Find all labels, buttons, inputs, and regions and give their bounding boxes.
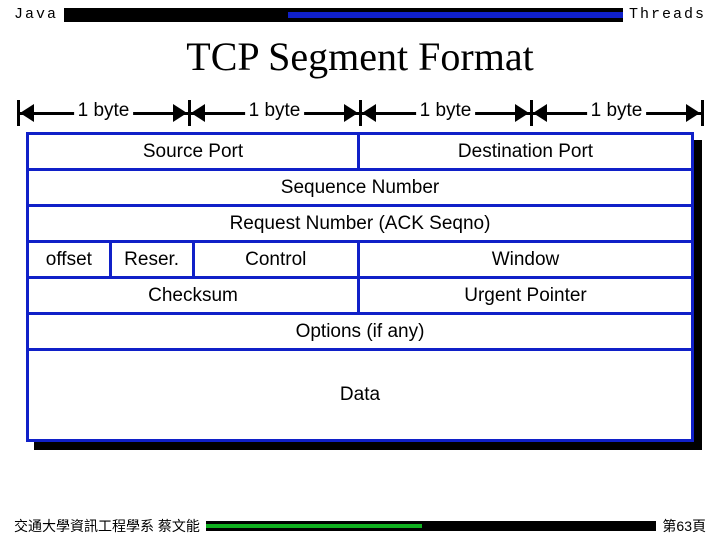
header-bar [64,8,623,22]
byte-label: 1 byte [587,100,647,122]
header-left-label: Java [14,6,58,23]
tcp-diagram: Source PortDestination PortSequence Numb… [26,132,694,442]
diagram-cell: Window [360,243,691,276]
ruler-arrow-left [533,104,547,122]
diagram-inner: Source PortDestination PortSequence Numb… [26,132,694,442]
diagram-cell: Request Number (ACK Seqno) [29,207,691,240]
diagram-row: Data [29,351,691,439]
byte-label: 1 byte [245,100,305,122]
diagram-cell: Reser. [112,243,195,276]
ruler-arrow-left [362,104,376,122]
header-row: Java Threads [0,0,720,23]
ruler-arrow-right [173,104,187,122]
diagram-row: Options (if any) [29,315,691,351]
diagram-cell: offset [29,243,112,276]
diagram-cell: Checksum [29,279,360,312]
diagram-cell: Data [29,351,691,439]
ruler-arrow-right [515,104,529,122]
diagram-cell: Options (if any) [29,315,691,348]
diagram-cell: Destination Port [360,135,691,168]
footer-bar [206,521,657,531]
byte-ruler: 1 byte 1 byte 1 byte 1 byte [18,98,702,130]
header-bar-accent [288,12,623,18]
diagram-cell: Sequence Number [29,171,691,204]
diagram-row: Sequence Number [29,171,691,207]
page-title: TCP Segment Format [0,33,720,80]
footer-left-label: 交通大學資訊工程學系 蔡文能 [14,516,200,536]
diagram-cell: Urgent Pointer [360,279,691,312]
diagram-row: Request Number (ACK Seqno) [29,207,691,243]
ruler-arrow-left [20,104,34,122]
diagram-row: ChecksumUrgent Pointer [29,279,691,315]
byte-label: 1 byte [74,100,134,122]
ruler-arrow-left [191,104,205,122]
footer-row: 交通大學資訊工程學系 蔡文能 第63頁 [0,514,720,540]
ruler-tick [701,100,704,126]
footer-bar-accent [206,524,422,528]
header-right-label: Threads [629,6,706,23]
ruler-arrow-right [686,104,700,122]
diagram-cell: Control [195,243,361,276]
footer-right-label: 第63頁 [662,516,706,536]
diagram-row: Source PortDestination Port [29,135,691,171]
diagram-row: offsetReser.ControlWindow [29,243,691,279]
byte-label: 1 byte [416,100,476,122]
diagram-cell: Source Port [29,135,360,168]
ruler-arrow-right [344,104,358,122]
